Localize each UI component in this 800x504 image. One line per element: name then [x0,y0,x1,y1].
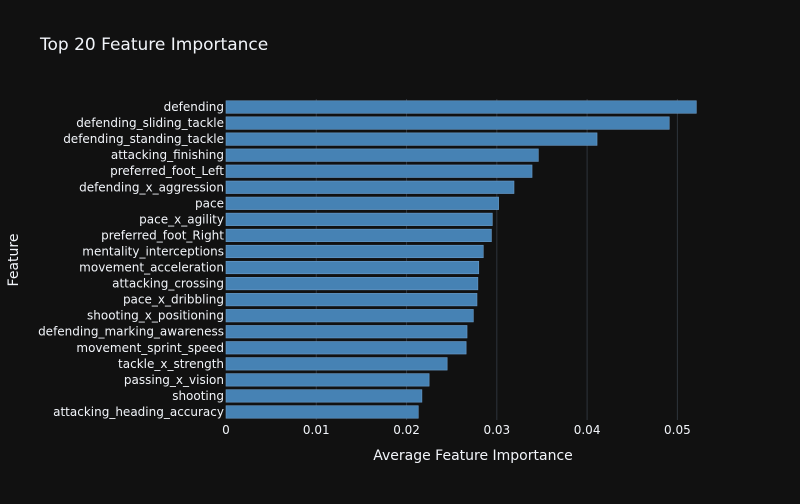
x-tick-label: 0.05 [664,423,691,437]
grid-layer [315,99,678,420]
y-tick-label: defending_x_aggression [79,180,224,194]
y-tick-label: defending_sliding_tackle [76,116,224,130]
bar-mentality_interceptions[interactable] [225,244,484,259]
y-tick-labels: defending defending_sliding_tackledefendi… [38,100,224,419]
x-axis-title: Average Feature Importance [373,448,573,464]
x-tick-label: 0.04 [574,423,601,437]
y-tick-label: preferred_foot_Left [110,164,224,178]
bar-pace[interactable] [225,196,499,210]
bar-attacking_finishing[interactable] [225,148,539,162]
y-tick-label: defending_marking_awareness [38,325,224,339]
bar-attacking_heading_accuracy[interactable] [225,405,419,419]
y-tick-label: defending_standing_tackle [63,132,224,146]
bar-preferred_foot_Right[interactable] [225,228,492,242]
x-tick-label: 0.03 [483,423,510,437]
y-tick-label: mentality_interceptions [82,244,224,258]
bar-attacking_crossing[interactable] [225,277,479,291]
x-tick-label: 0 [222,423,230,437]
bar-preferred_foot_Left[interactable] [225,164,533,178]
bar-tackle_x_strength[interactable] [225,357,448,371]
bar-pace_x_dribbling[interactable] [225,293,478,307]
bar-defending_standing_tackle[interactable] [225,132,598,146]
bar-shooting[interactable] [225,389,423,403]
bar-shooting_x_positioning[interactable] [225,309,474,323]
y-tick-label: attacking_heading_accuracy [53,405,224,419]
x-tick-labels: 0 0.01 0.02 0.03 0.04 0.05 [222,423,691,437]
y-tick-label: attacking_finishing [111,148,224,162]
bar-defending[interactable] [225,100,697,114]
x-tick-label: 0.01 [303,423,330,437]
y-tick-label: pace_x_agility [139,212,224,226]
y-tick-label: movement_acceleration [79,261,224,275]
y-tick-label: passing_x_vision [124,373,224,387]
y-axis-title: Feature [6,234,22,287]
y-tick-label: pace_x_dribbling [123,293,224,307]
y-tick-label: attacking_crossing [112,277,224,291]
chart-title: Top 20 Feature Importance [39,35,268,55]
y-tick-label: preferred_foot_Right [101,228,224,242]
bar-defending_marking_awareness[interactable] [225,325,468,339]
y-tick-label: shooting [172,389,224,403]
bar-pace_x_agility[interactable] [225,212,493,226]
y-tick-label: pace [195,196,224,210]
bar-movement_sprint_speed[interactable] [225,341,467,355]
y-tick-label: tackle_x_strength [118,357,224,371]
bar-movement_acceleration[interactable] [225,260,480,275]
bar-defending_x_aggression[interactable] [225,180,515,194]
y-tick-label: shooting_x_positioning [87,309,224,323]
bars-layer [225,100,697,419]
y-tick-label: defending [164,100,224,114]
y-tick-label: movement_sprint_speed [76,341,224,355]
bar-defending_sliding_tackle[interactable] [225,116,670,130]
bar-passing_x_vision[interactable] [225,373,430,387]
x-tick-label: 0.02 [393,423,420,437]
